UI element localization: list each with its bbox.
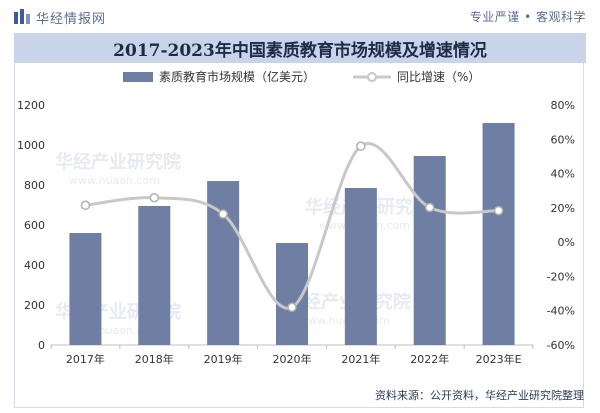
watermark-text: 华经产业研究院 [55,151,181,173]
source-note: 资料来源：公开资料，华经产业研究院整理 [14,386,586,406]
bar-7 [482,123,515,345]
y-right-tick-label: 0% [558,236,575,249]
growth-point-7 [493,205,504,216]
y-right-tick-label: 60% [551,133,575,146]
header-bar: 华经情报网 专业严谨 • 客观科学 [0,0,600,33]
y-right-tick-label: 20% [551,202,575,215]
y-right-tick-label: 40% [551,168,575,181]
legend-line-marker [367,72,377,82]
brand-logo-icon [14,9,30,24]
legend-bar-swatch [123,72,153,82]
chart: 华经产业研究院www.huaon.com华经产业研究院www.huaon.com… [17,69,575,366]
y-left-tick-label: 0 [38,339,45,352]
bar-6 [413,156,446,345]
growth-point-1 [80,200,91,211]
y-left-tick-label: 800 [24,179,45,192]
brand-name: 华经情报网 [36,12,107,27]
x-tick-label: 2020年 [273,352,312,366]
growth-point-4 [287,302,297,313]
x-tick-label: 2017年 [66,352,105,366]
chart-title: 2017-2023年中国素质教育市场规模及增速情况 [113,40,487,61]
x-tick-label: 2021年 [341,352,380,366]
chart-frame: 华经产业研究院 www.huaon.com 华经产业研究院 www.huaon.com… [14,63,584,408]
legend-bar-label: 素质教育市场规模（亿美元） [159,69,315,84]
bar-2 [138,206,171,345]
x-tick-label: 2018年 [135,352,174,366]
y-right-tick-label: -60% [547,339,575,352]
growth-point-2 [149,192,160,203]
bar-1 [69,233,102,345]
growth-point-6 [424,202,435,213]
title-bar: 2017-2023年中国素质教育市场规模及增速情况 [14,33,586,63]
y-right-tick-label: -40% [547,305,575,318]
growth-point-5 [356,141,366,151]
growth-line [85,142,499,310]
slogan: 专业严谨 • 客观科学 [469,10,586,24]
bar-5 [344,188,377,345]
legend-line-label: 同比增速（%） [397,70,480,84]
growth-point-3 [218,209,228,219]
x-tick-label: 2022年 [410,352,449,366]
legend: 素质教育市场规模（亿美元） 同比增速（%） [123,69,480,84]
y-right-tick-label: -20% [547,270,575,283]
y-left-tick-label: 200 [24,299,45,312]
x-tick-label: 2023年E [476,352,522,366]
source-text: 资料来源：公开资料，华经产业研究院整理 [375,389,584,402]
y-left-tick-label: 1000 [17,139,45,152]
y-right-tick-label: 80% [551,99,575,112]
y-left-tick-label: 1200 [17,99,45,112]
y-left-tick-label: 600 [24,219,45,232]
y-left-tick-label: 400 [24,259,45,272]
x-tick-label: 2019年 [204,352,243,366]
watermark-url: www.huaon.com [69,174,160,187]
